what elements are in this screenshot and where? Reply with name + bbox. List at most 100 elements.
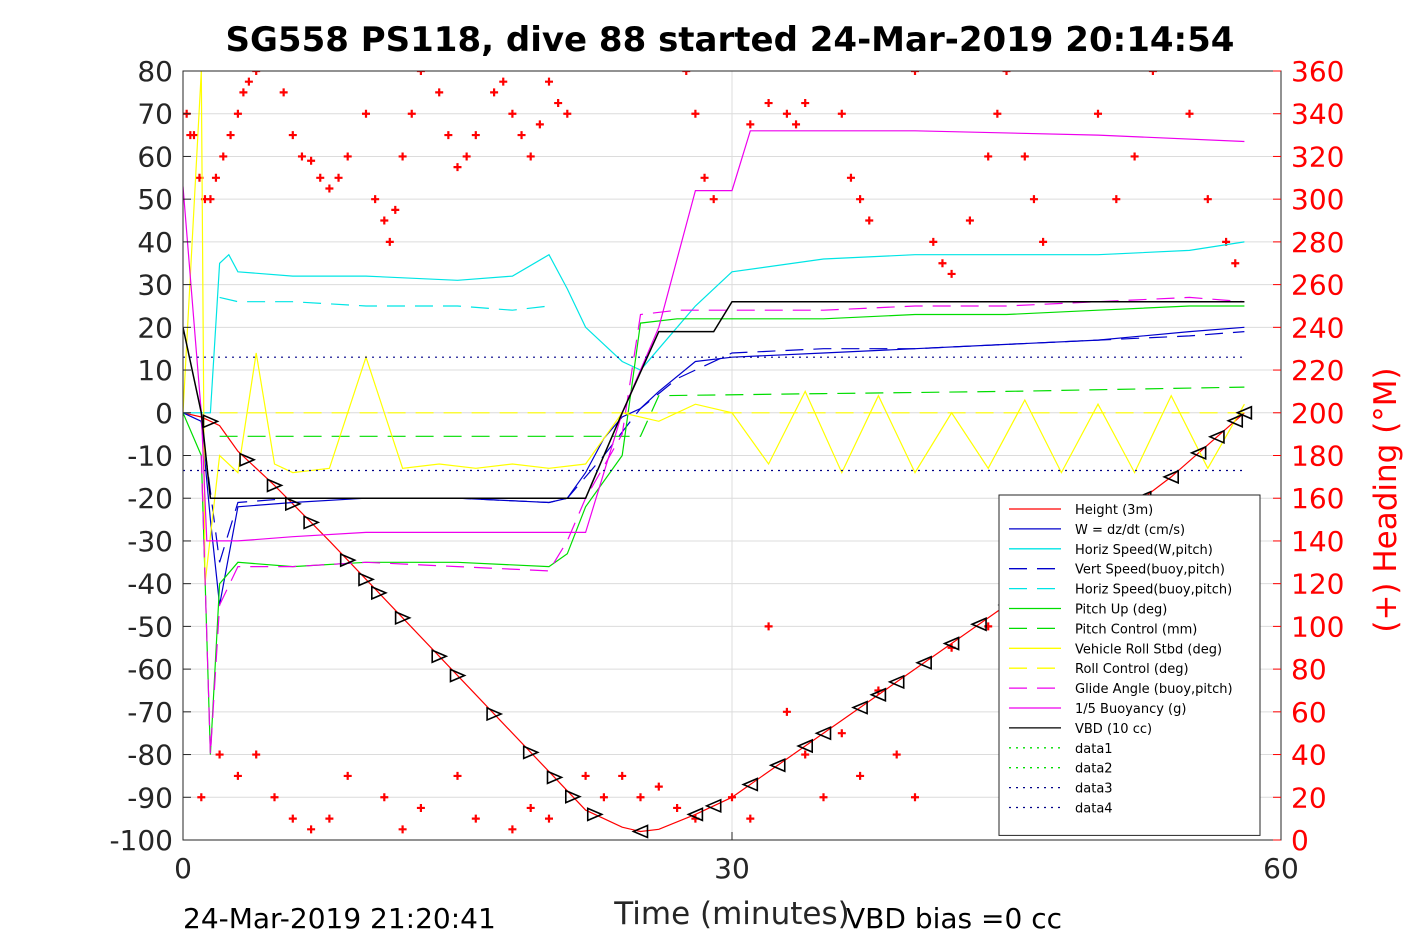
heading-point: [197, 793, 206, 802]
heading-point: [1231, 259, 1240, 268]
heading-point: [709, 195, 718, 204]
heading-point: [618, 771, 627, 780]
legend-entry: Pitch Control (mm): [1075, 622, 1197, 637]
plot-area: [183, 71, 1253, 839]
heading-point: [938, 259, 947, 268]
depth-marker: [1162, 469, 1179, 485]
heading-point: [764, 99, 773, 108]
heading-point: [517, 131, 526, 140]
series-group: [183, 71, 1253, 839]
heading-point: [362, 109, 370, 118]
heading-point: [343, 771, 352, 780]
left-tick-label: -90: [127, 781, 173, 814]
x-axis-ticks: 0 30 60: [174, 832, 1299, 885]
heading-point: [244, 77, 253, 86]
heading-point: [462, 152, 471, 161]
legend-entry: data4: [1075, 802, 1113, 817]
right-tick-label: 180: [1291, 440, 1344, 473]
left-tick-label: -10: [127, 440, 173, 473]
heading-point: [1039, 237, 1048, 246]
heading-point: [801, 750, 810, 759]
right-tick-label: 200: [1291, 397, 1344, 430]
heading-point: [416, 71, 425, 75]
depth-marker: [768, 758, 786, 773]
heading-point: [391, 205, 400, 214]
heading-point: [380, 216, 389, 225]
heading-point: [453, 163, 462, 172]
heading-point: [416, 803, 425, 812]
x-tick-label: 60: [1263, 852, 1299, 885]
heading-point: [1020, 152, 1029, 161]
depth-marker: [887, 674, 905, 690]
heading-point: [206, 195, 215, 204]
chart-title: SG558 PS118, dive 88 started 24-Mar-2019…: [226, 20, 1235, 60]
heading-point: [865, 216, 874, 225]
legend-box: [998, 494, 1261, 836]
legend: Height (3m) W = dz/dt (cm/s) Horiz Speed(W…: [998, 494, 1261, 836]
depth-marker: [796, 738, 813, 754]
depth-marker: [239, 452, 257, 467]
depth-marker: [631, 824, 649, 839]
right-tick-label: 220: [1291, 354, 1344, 387]
depth-marker: [942, 636, 960, 651]
left-tick-label: -40: [127, 568, 173, 601]
heading-point: [1203, 195, 1212, 204]
heading-point: [636, 793, 645, 802]
heading-point: [371, 195, 380, 204]
depth-marker: [266, 478, 284, 493]
right-tick-label: 120: [1291, 568, 1344, 601]
depth-marker: [449, 668, 467, 683]
heading-point: [1094, 109, 1102, 118]
heading-point: [307, 156, 316, 165]
heading-point: [499, 77, 508, 86]
heading-point: [1002, 71, 1011, 75]
depth-marker: [869, 687, 887, 702]
x-axis-label: Time (minutes): [613, 896, 849, 932]
heading-point: [654, 782, 663, 791]
heading-point: [965, 216, 974, 225]
heading-point: [385, 237, 394, 246]
right-tick-label: 160: [1291, 482, 1344, 515]
heading-point: [782, 707, 791, 716]
heading-point: [189, 131, 198, 140]
heading-point: [1185, 109, 1194, 118]
heading-point: [691, 109, 700, 118]
heading-point: [297, 152, 306, 161]
heading-point: [673, 803, 682, 812]
heading-point: [545, 814, 553, 823]
heading-point: [444, 131, 453, 140]
legend-entry: Glide Angle (buoy,pitch): [1075, 682, 1233, 697]
depth-marker: [394, 610, 412, 626]
heading-point: [682, 71, 691, 75]
depth-marker: [522, 745, 540, 760]
left-tick-label: 0: [155, 397, 173, 430]
right-tick-label: 340: [1291, 98, 1344, 131]
series-line: [219, 296, 550, 311]
legend-entry: Horiz Speed(buoy,pitch): [1075, 583, 1232, 598]
x-tick-label: 30: [714, 852, 750, 885]
heading-point: [929, 237, 938, 246]
heading-point: [801, 99, 810, 108]
heading-point: [746, 814, 755, 823]
depth-marker: [1207, 429, 1225, 445]
right-tick-label: 260: [1291, 269, 1344, 302]
left-tick-label: -30: [127, 525, 173, 558]
depth-marker: [851, 700, 868, 715]
series-line: [183, 71, 1245, 584]
right-axis-ticks: 0 20 40 60 80 100 120 140 160 180 200 220 240 260 280 3…: [1273, 55, 1344, 857]
depth-marker: [970, 617, 987, 632]
heading-point: [1112, 195, 1121, 204]
right-tick-label: 140: [1291, 525, 1344, 558]
legend-entry: VBD (10 cc): [1075, 722, 1152, 737]
heading-point: [764, 622, 773, 631]
heading-point: [846, 173, 855, 182]
left-tick-label: -100: [109, 824, 173, 857]
left-tick-label: 20: [137, 311, 173, 344]
heading-point: [279, 88, 288, 97]
legend-entry: Height (3m): [1075, 503, 1153, 518]
right-tick-label: 20: [1291, 781, 1327, 814]
heading-point: [316, 173, 325, 182]
right-tick-label: 360: [1291, 55, 1344, 88]
heading-point: [1148, 71, 1157, 75]
